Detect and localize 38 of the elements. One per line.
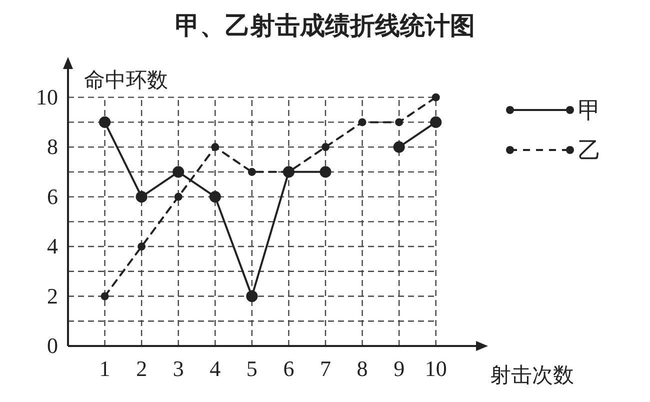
point [100, 292, 109, 300]
x-tick-label: 10 [424, 356, 447, 381]
point [174, 192, 182, 201]
point [322, 143, 330, 152]
point [393, 141, 405, 153]
x-tick-label: 4 [210, 356, 221, 381]
point [209, 190, 221, 203]
x-tick-label: 8 [356, 356, 368, 381]
point [320, 166, 332, 178]
x-tick-label: 7 [320, 356, 331, 381]
x-tick-label: 9 [394, 356, 405, 381]
y-tick-label: 4 [47, 234, 58, 259]
legend-label: 甲 [578, 97, 601, 123]
y-tick-label: 10 [36, 84, 58, 110]
x-tick-label: 3 [172, 356, 184, 381]
legend-label: 乙 [578, 137, 601, 163]
y-tick-label: 0 [47, 333, 58, 358]
x-tick-label: 5 [246, 356, 258, 381]
y-axis-title: 命中环数 [84, 69, 168, 92]
point [248, 168, 256, 176]
point [211, 143, 220, 152]
point [138, 242, 146, 251]
point [136, 190, 148, 203]
point [358, 118, 366, 126]
point [430, 116, 442, 128]
x-tick-label: 1 [99, 356, 110, 381]
point [172, 166, 184, 178]
point [246, 290, 258, 302]
point [98, 116, 111, 128]
y-tick-label: 8 [47, 134, 58, 160]
y-tick-label: 2 [47, 283, 58, 308]
chart-title: 甲、乙射击成绩折线统计图 [175, 12, 475, 40]
point [395, 118, 404, 126]
x-tick-label: 6 [283, 356, 294, 381]
x-axis-title: 射击次数 [490, 364, 574, 387]
point [432, 93, 440, 102]
y-tick-label: 6 [47, 184, 58, 209]
x-tick-label: 2 [136, 356, 148, 381]
